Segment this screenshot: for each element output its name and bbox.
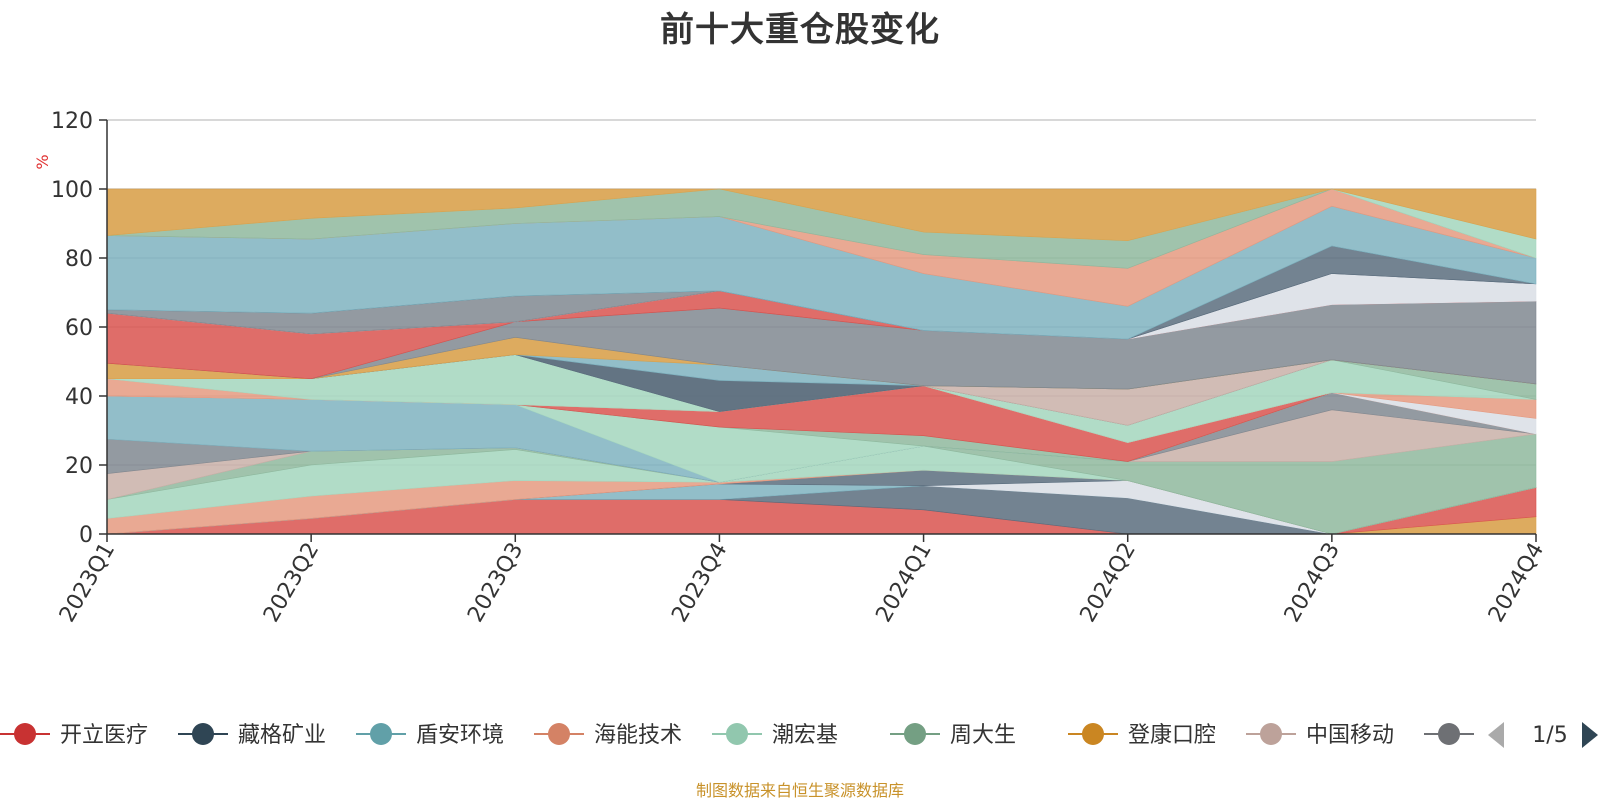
x-tick-label: 2023Q2 — [259, 539, 324, 627]
legend-item[interactable]: 开普云 — [1424, 723, 1550, 748]
x-tick-label: 2023Q4 — [667, 539, 732, 627]
legend-item[interactable]: 盾安环境 — [356, 723, 504, 748]
legend-item[interactable]: 潮宏基 — [712, 723, 838, 748]
legend-marker — [1260, 723, 1282, 745]
y-tick-label: 40 — [65, 385, 93, 410]
legend-marker — [726, 723, 748, 745]
legend-marker — [14, 723, 36, 745]
x-tick-label: 2024Q2 — [1076, 539, 1141, 627]
legend-label: 盾安环境 — [416, 723, 504, 748]
legend-item[interactable]: 海能技术 — [534, 723, 682, 748]
legend-marker — [904, 723, 926, 745]
legend-item[interactable]: 开立医疗 — [0, 723, 148, 748]
y-tick-label: 0 — [79, 523, 93, 548]
legend-item[interactable]: 藏格矿业 — [178, 723, 326, 748]
legend-label: 潮宏基 — [772, 723, 838, 748]
area-bands — [106, 188, 1537, 535]
legend-page-indicator: 1/5 — [1532, 723, 1567, 748]
legend-label: 藏格矿业 — [238, 723, 326, 748]
legend-item[interactable]: 周大生 — [890, 723, 1016, 748]
legend-marker — [192, 723, 214, 745]
y-tick-label: 20 — [65, 454, 93, 479]
y-tick-label: 120 — [51, 109, 93, 134]
legend-label: 周大生 — [950, 723, 1016, 748]
chart-title: 前十大重仓股变化 — [660, 10, 940, 50]
legend-item[interactable]: 中国移动 — [1246, 723, 1394, 748]
legend-label: 中国移动 — [1306, 723, 1394, 748]
legend-marker — [1438, 723, 1460, 745]
legend-prev-icon[interactable] — [1488, 722, 1504, 748]
legend-marker — [548, 723, 570, 745]
y-axis-unit: % — [33, 154, 52, 169]
x-tick-label: 2024Q4 — [1484, 539, 1549, 627]
legend-label: 登康口腔 — [1128, 723, 1216, 748]
legend-label: 海能技术 — [594, 723, 682, 748]
legend-marker — [1082, 723, 1104, 745]
x-tick-label: 2023Q1 — [55, 539, 120, 627]
x-tick-label: 2023Q3 — [463, 539, 528, 627]
legend-marker — [370, 723, 392, 745]
legend-label: 开立医疗 — [60, 723, 148, 748]
legend-next-icon[interactable] — [1582, 722, 1598, 748]
y-tick-label: 60 — [65, 316, 93, 341]
x-tick-label: 2024Q3 — [1280, 539, 1345, 627]
source-note: 制图数据来自恒生聚源数据库 — [695, 781, 904, 800]
area-band — [106, 188, 1537, 242]
y-tick-label: 80 — [65, 247, 93, 272]
legend-item[interactable]: 登康口腔 — [1068, 723, 1216, 748]
y-tick-label: 100 — [51, 178, 93, 203]
x-tick-label: 2024Q1 — [871, 539, 936, 627]
legend-items: 开立医疗 藏格矿业 盾安环境 海能技术 潮宏基 周大生 登康口腔 中国移动 开普云 — [0, 723, 1550, 748]
